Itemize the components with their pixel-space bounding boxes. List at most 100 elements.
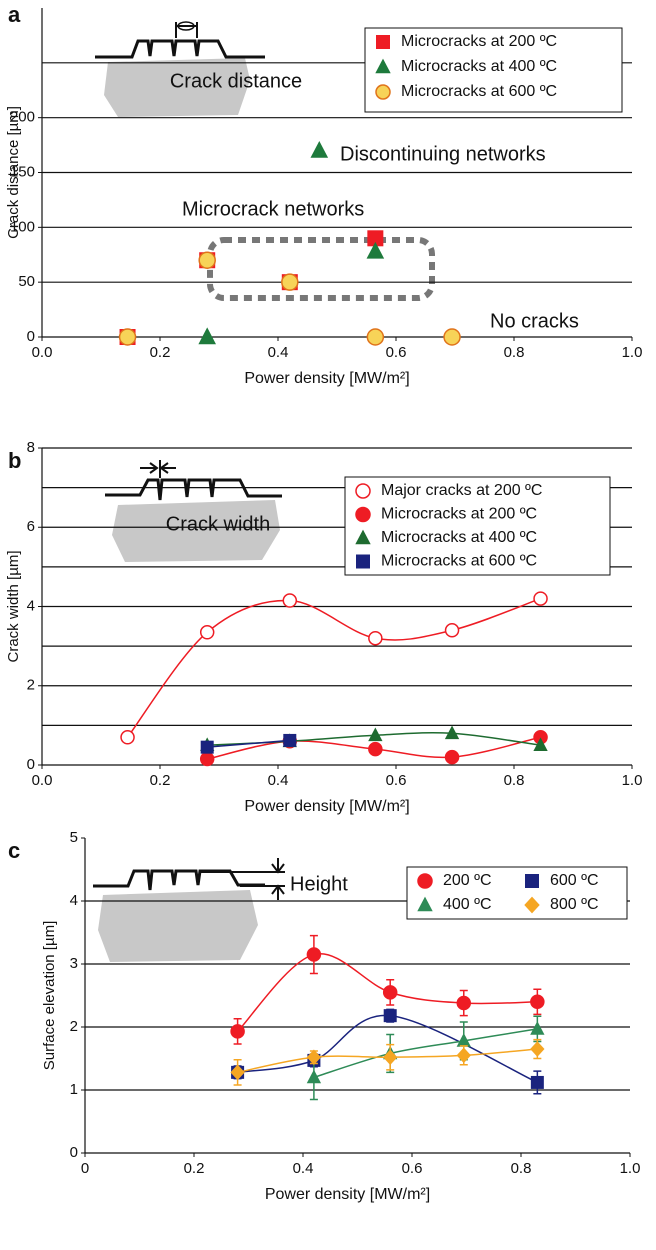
- series-line: [126, 597, 541, 738]
- legend-box: [344, 476, 611, 576]
- marker: [456, 1047, 471, 1064]
- x-tick-label: 0.4: [293, 1160, 314, 1177]
- marker: [306, 1049, 322, 1066]
- series-line: [237, 1014, 538, 1084]
- x-tick-label: 1.0: [620, 1160, 641, 1177]
- legend-label: Microcracks at 600 ºC: [401, 83, 557, 100]
- y-axis-label: Crack distance [µm]: [5, 106, 22, 239]
- series-line: [207, 739, 290, 748]
- legend-marker: [376, 35, 390, 49]
- series-line: [313, 1028, 538, 1079]
- y-tick-label: 2: [70, 1018, 78, 1035]
- marker: [310, 140, 329, 158]
- x-tick-label: 0.4: [268, 772, 289, 789]
- legend-box: [406, 866, 628, 920]
- inset-c: [93, 858, 285, 962]
- x-tick-label: 0.6: [386, 772, 407, 789]
- annotation: Crack distance: [170, 70, 302, 92]
- panel-letter: a: [8, 2, 21, 27]
- marker: [118, 328, 137, 346]
- legend-label: Microcracks at 400 ºC: [381, 529, 537, 546]
- marker: [306, 1069, 322, 1084]
- marker: [198, 251, 216, 269]
- marker: [530, 1075, 544, 1089]
- marker: [198, 327, 216, 345]
- x-axis-label: Power density [MW/m²]: [244, 798, 409, 815]
- panel-letter: c: [8, 838, 20, 863]
- marker: [533, 737, 548, 752]
- x-tick-label: 0.0: [32, 772, 53, 789]
- marker: [367, 230, 384, 247]
- marker: [383, 1049, 398, 1066]
- marker: [281, 273, 299, 291]
- legend-box: [364, 27, 623, 113]
- marker: [382, 985, 398, 1000]
- y-tick-label: 200: [10, 109, 35, 126]
- x-tick-label: 0.2: [150, 344, 171, 361]
- marker: [530, 1041, 545, 1057]
- legend-label: Microcracks at 200 ºC: [381, 506, 537, 523]
- legend-marker: [525, 874, 539, 888]
- legend-marker: [356, 554, 370, 569]
- marker: [444, 749, 460, 765]
- annotation: Crack width: [166, 513, 270, 535]
- x-tick-label: 0.8: [511, 1160, 532, 1177]
- network-outline: [207, 237, 435, 301]
- x-axis-label: Power density [MW/m²]: [265, 1186, 430, 1203]
- y-axis-label: Crack width [µm]: [5, 551, 22, 663]
- panel-letter: b: [8, 448, 21, 473]
- x-tick-label: 0.8: [504, 344, 525, 361]
- legend-marker: [355, 529, 371, 545]
- marker: [530, 994, 545, 1010]
- x-tick-label: 0.4: [268, 344, 289, 361]
- legend-label: Microcracks at 600 ºC: [381, 553, 537, 570]
- y-tick-label: 4: [70, 892, 78, 909]
- legend-label: Microcracks at 400 ºC: [401, 58, 557, 75]
- x-tick-label: 1.0: [622, 772, 643, 789]
- legend-label: Major cracks at 200 ºC: [381, 482, 542, 499]
- marker: [383, 1009, 397, 1023]
- legend-marker: [375, 58, 391, 74]
- y-tick-label: 0: [70, 1144, 78, 1161]
- inset-b: [105, 460, 282, 562]
- marker: [230, 1064, 245, 1081]
- marker: [444, 725, 460, 740]
- marker: [199, 625, 215, 640]
- marker: [368, 741, 383, 757]
- legend-marker: [524, 896, 540, 914]
- x-axis-label: Power density [MW/m²]: [244, 370, 409, 387]
- y-tick-label: 2: [27, 677, 35, 694]
- x-tick-label: 0.2: [184, 1160, 205, 1177]
- legend-label: 800 ºC: [550, 896, 599, 913]
- legend-label: 200 ºC: [443, 872, 492, 889]
- y-tick-label: 3: [70, 955, 78, 972]
- marker: [366, 241, 385, 259]
- legend-label: 600 ºC: [550, 872, 599, 889]
- y-tick-label: 8: [27, 439, 35, 456]
- marker: [530, 1021, 545, 1035]
- y-tick-label: 5: [70, 829, 78, 846]
- x-tick-label: 0: [81, 1160, 89, 1177]
- marker: [306, 947, 322, 962]
- x-tick-label: 0.8: [504, 772, 525, 789]
- marker: [199, 751, 215, 767]
- legend-marker: [417, 896, 433, 912]
- y-tick-label: 0: [27, 328, 35, 345]
- x-tick-label: 0.6: [386, 344, 407, 361]
- annotation: Microcrack networks: [182, 198, 364, 220]
- y-tick-label: 100: [10, 218, 35, 235]
- legend-marker: [375, 84, 391, 100]
- marker: [456, 995, 472, 1011]
- marker: [533, 591, 548, 606]
- legend-marker: [355, 506, 371, 523]
- marker: [368, 727, 383, 742]
- annotation: Height: [290, 873, 348, 895]
- y-tick-label: 1: [70, 1081, 78, 1098]
- y-tick-label: 50: [18, 273, 35, 290]
- y-tick-label: 4: [27, 597, 35, 614]
- annotation: No cracks: [490, 310, 579, 332]
- y-tick-label: 150: [10, 163, 35, 180]
- y-tick-label: 0: [27, 756, 35, 773]
- marker: [443, 328, 461, 346]
